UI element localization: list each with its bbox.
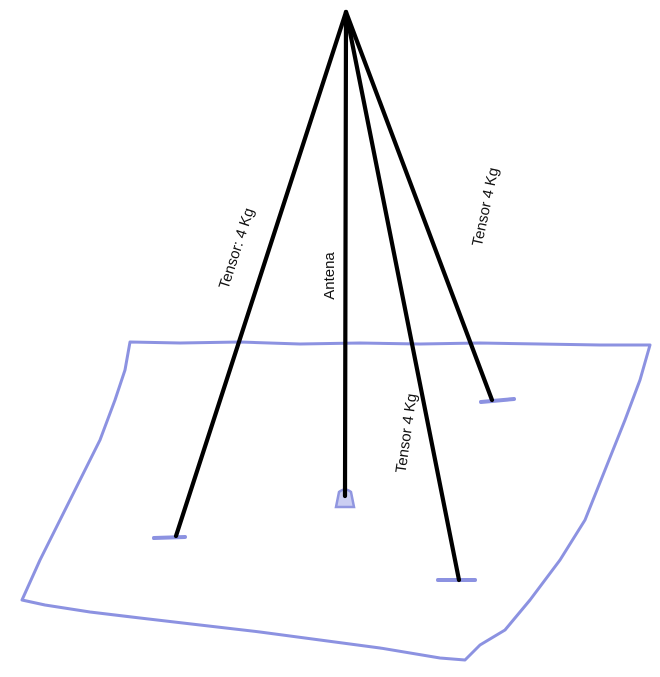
antenna-mast [342, 9, 349, 499]
cable-front [343, 9, 462, 583]
cable-right-back [343, 9, 495, 403]
anchor-left [152, 535, 187, 540]
ground-plane [20, 340, 652, 662]
label-left-tensor: Tensor: 4 Kg [216, 206, 258, 291]
cable-left [173, 9, 349, 539]
anchor-right-back [479, 397, 516, 404]
label-antenna: Antena [321, 252, 338, 300]
label-right-tensor: Tensor 4 Kg [469, 166, 502, 248]
label-middle-tensor: Tensor 4 Kg [393, 393, 421, 475]
